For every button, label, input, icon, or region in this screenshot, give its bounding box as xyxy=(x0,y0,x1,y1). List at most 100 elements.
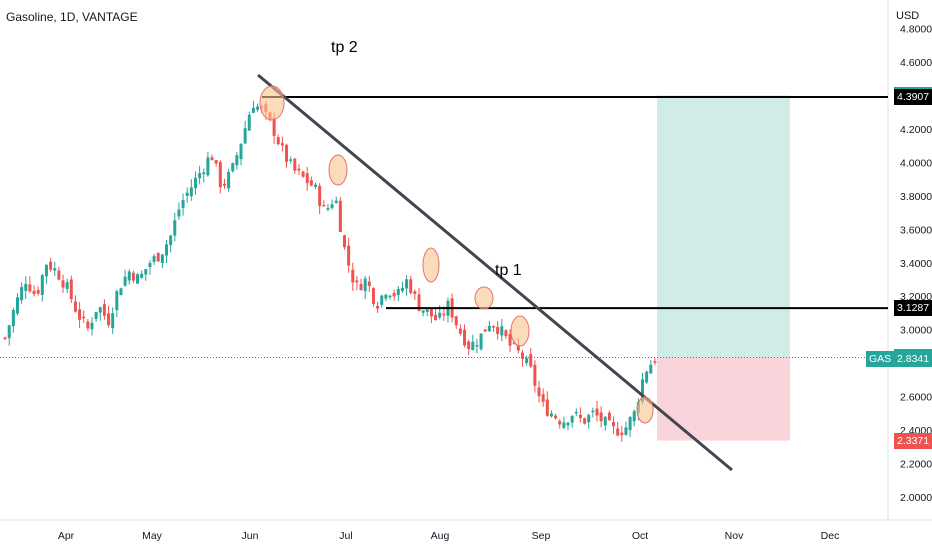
candle-body xyxy=(454,316,458,326)
candle-body xyxy=(558,421,562,425)
symbol-title: Gasoline, 1D, VANTAGE xyxy=(6,10,138,24)
candle-body xyxy=(520,352,524,359)
candle-body xyxy=(198,173,202,179)
candle-body xyxy=(496,327,500,334)
x-tick-label: Sep xyxy=(532,530,551,542)
candle-body xyxy=(280,143,284,146)
candle-body xyxy=(136,274,140,284)
tp1-annotation: tp 1 xyxy=(495,262,522,279)
candle-body xyxy=(297,168,301,171)
candle-body xyxy=(148,263,152,268)
candle-body xyxy=(380,295,384,305)
candle-body xyxy=(73,301,77,312)
candle-body xyxy=(206,157,210,176)
candle-body xyxy=(289,159,293,161)
candle-body xyxy=(90,322,94,330)
candle-body xyxy=(86,321,90,329)
candle-body xyxy=(189,187,193,197)
candle-body xyxy=(305,173,309,184)
candle-body xyxy=(239,143,243,160)
candle-body xyxy=(525,358,529,364)
y-tick-label: 2.0000 xyxy=(900,492,932,504)
candle-body xyxy=(392,293,396,297)
candle-body xyxy=(475,345,479,347)
candle-body xyxy=(107,313,111,326)
candle-body xyxy=(169,235,173,245)
candle-body xyxy=(376,305,380,309)
touch-circle xyxy=(328,154,348,186)
candle-body xyxy=(434,314,438,321)
candle-body xyxy=(293,158,297,171)
candle-body xyxy=(533,364,537,386)
candle-body xyxy=(355,280,359,283)
touch-circle xyxy=(510,315,530,347)
candle-body xyxy=(359,283,363,291)
candle-body xyxy=(371,288,375,304)
symbol-tag: GAS xyxy=(866,351,895,368)
candle-body xyxy=(247,114,251,131)
candle-body xyxy=(578,414,582,419)
candle-body xyxy=(218,162,222,188)
candle-body xyxy=(442,313,446,316)
candle-body xyxy=(409,279,413,293)
x-tick-label: Jun xyxy=(242,530,259,542)
candle-body xyxy=(620,432,624,436)
price-tag-line: 4.3907 xyxy=(894,89,932,106)
touch-circle xyxy=(474,286,494,310)
y-tick-label: 4.8000 xyxy=(900,24,932,36)
candle-body xyxy=(641,379,645,402)
currency-label: USD xyxy=(896,10,920,22)
candle-body xyxy=(309,180,313,186)
downtrend-line xyxy=(257,73,733,472)
candle-body xyxy=(227,171,231,189)
candle-body xyxy=(367,281,371,287)
candle-body xyxy=(649,364,653,374)
candle-body xyxy=(562,422,566,428)
candle-body xyxy=(251,107,255,113)
candle-body xyxy=(173,220,177,236)
candle-body xyxy=(338,200,342,233)
y-tick-label: 3.8000 xyxy=(900,191,932,203)
candle-body xyxy=(276,137,280,145)
candle-body xyxy=(322,205,326,207)
candle-body xyxy=(516,344,520,351)
candle-body xyxy=(500,326,504,336)
candle-body xyxy=(36,290,40,294)
candle-body xyxy=(400,287,404,292)
candle-body xyxy=(78,309,82,320)
x-tick-label: Apr xyxy=(58,530,75,542)
candle-body xyxy=(202,172,206,175)
candle-body xyxy=(193,177,197,189)
candle-body xyxy=(595,408,599,416)
candle-body xyxy=(612,422,616,427)
candle-body xyxy=(222,183,226,186)
y-tick-label: 3.0000 xyxy=(900,325,932,337)
candle-body xyxy=(330,204,334,208)
candle-body xyxy=(40,275,44,296)
candle-body xyxy=(554,415,558,419)
candle-body xyxy=(487,325,491,332)
candle-body xyxy=(210,157,214,161)
y-tick-label: 3.6000 xyxy=(900,224,932,236)
candle-body xyxy=(388,295,392,298)
candle-body xyxy=(541,394,545,402)
candle-body xyxy=(471,341,475,350)
candle-body xyxy=(467,341,471,349)
candle-body xyxy=(102,304,106,316)
candle-body xyxy=(508,334,512,346)
candle-body xyxy=(44,264,48,277)
candle-body xyxy=(123,276,127,286)
y-tick-label: 3.4000 xyxy=(900,258,932,270)
touch-circle xyxy=(422,247,440,283)
x-tick-label: Aug xyxy=(431,530,450,542)
candle-body xyxy=(152,256,156,262)
candle-body xyxy=(421,310,425,313)
y-tick-label: 4.2000 xyxy=(900,124,932,136)
candle-body xyxy=(566,422,570,426)
y-tick-label: 4.6000 xyxy=(900,57,932,69)
candle-body xyxy=(185,192,189,196)
price-tag-loss: 2.3371 xyxy=(894,432,932,449)
x-tick-label: Jul xyxy=(339,530,352,542)
candle-body xyxy=(140,273,144,278)
